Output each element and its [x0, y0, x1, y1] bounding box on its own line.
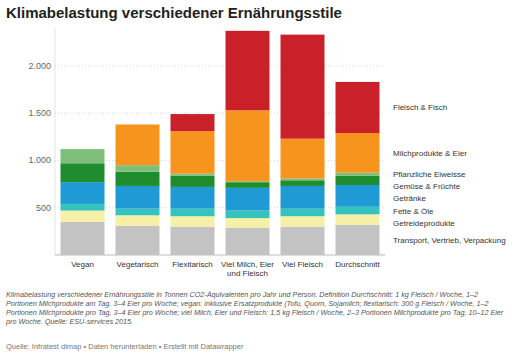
- x-tick-label-line: Viel Fleisch: [282, 260, 323, 269]
- bar-segment: [171, 114, 215, 131]
- bar-segment: [116, 124, 160, 125]
- x-tick-label: Flexitarisch: [172, 260, 212, 269]
- bar-segment: [116, 209, 160, 216]
- y-tick-label: 1.500: [28, 108, 51, 118]
- bar-segment: [171, 131, 215, 174]
- bar-segment: [61, 149, 105, 150]
- bar-segment: [281, 209, 325, 217]
- bar-segment: [61, 204, 105, 211]
- bar-segment: [116, 172, 160, 186]
- bar-segment: [116, 186, 160, 209]
- series-label: Getränke: [393, 194, 426, 203]
- bar-segment: [171, 216, 215, 226]
- bar-segment: [336, 133, 380, 173]
- bar-segment: [61, 149, 105, 150]
- bar-segment: [226, 110, 270, 181]
- bar-segment: [226, 228, 270, 255]
- y-tick-label: 500: [36, 203, 51, 213]
- bar-segment: [226, 182, 270, 188]
- bar-segment: [116, 165, 160, 172]
- bar-segment: [281, 180, 325, 186]
- bar-segment: [61, 149, 105, 163]
- x-tick-label-line: Vegetarisch: [117, 260, 159, 269]
- y-tick-label: 1.000: [28, 155, 51, 165]
- x-tick-label: Viel Fleisch: [282, 260, 323, 269]
- bar-segment: [226, 218, 270, 227]
- bar-segment: [171, 174, 215, 176]
- x-tick-label: Viel Milch, Eierund Fleisch: [221, 260, 274, 278]
- caption: Klimabelastung verschiedener Ernährungss…: [6, 290, 506, 326]
- bar-segment: [61, 211, 105, 222]
- bar-segment: [281, 35, 325, 139]
- y-tick-label: 2.000: [28, 61, 51, 71]
- series-label: Pflanzliche Eiweisse: [393, 170, 466, 179]
- bar-segment: [61, 163, 105, 182]
- y-axis-line: [55, 28, 56, 255]
- bar-segment: [171, 227, 215, 255]
- bar-segment: [116, 124, 160, 165]
- bar-segment: [226, 211, 270, 219]
- bar-segment: [281, 216, 325, 226]
- series-label: Transport, Vertrieb, Verpackung: [393, 236, 506, 245]
- x-tick-label: Vegetarisch: [117, 260, 159, 269]
- bar-segment: [336, 173, 380, 176]
- x-tick-label-line: Viel Milch, Eier: [221, 260, 274, 269]
- series-label: Fette & Öle: [393, 207, 434, 216]
- bar-segment: [116, 226, 160, 255]
- bar-segment: [116, 215, 160, 225]
- bar-segment: [171, 187, 215, 209]
- x-tick-label: Durchschnitt: [335, 260, 380, 269]
- bar-segment: [61, 182, 105, 204]
- x-tick-label-line: und Fleisch: [227, 269, 268, 278]
- source: Quelle: Infratest dimap • Daten herunter…: [6, 342, 506, 351]
- bar-segment: [171, 209, 215, 217]
- bar-segment: [281, 227, 325, 255]
- bar-segment: [336, 82, 380, 133]
- bar-segment: [226, 31, 270, 110]
- grid-line: [55, 65, 385, 66]
- bars: [61, 31, 380, 255]
- bar-segment: [336, 207, 380, 215]
- x-tick-label-line: Vegan: [71, 260, 94, 269]
- series-label: Getreideprodukte: [393, 219, 455, 228]
- bar-segment: [336, 176, 380, 185]
- series-label: Gemüse & Früchte: [393, 182, 461, 191]
- bar-segment: [336, 214, 380, 224]
- bar-segment: [171, 176, 215, 187]
- bar-segment: [281, 186, 325, 209]
- x-tick-label-line: Flexitarisch: [172, 260, 212, 269]
- x-tick-label: Vegan: [71, 260, 94, 269]
- bar-segment: [61, 222, 105, 255]
- bar-segment: [281, 139, 325, 179]
- bar-segment: [336, 225, 380, 255]
- bar-segment: [226, 188, 270, 211]
- series-label: Fleisch & Fisch: [393, 103, 447, 112]
- x-tick-label-line: Durchschnitt: [335, 260, 380, 269]
- series-label: Milchprodukte & Eier: [393, 149, 467, 158]
- bar-segment: [281, 178, 325, 180]
- bar-segment: [336, 185, 380, 207]
- title: Klimabelastung verschiedener Ernährungss…: [6, 4, 342, 21]
- chart: Klimabelastung verschiedener Ernährungss…: [0, 0, 513, 290]
